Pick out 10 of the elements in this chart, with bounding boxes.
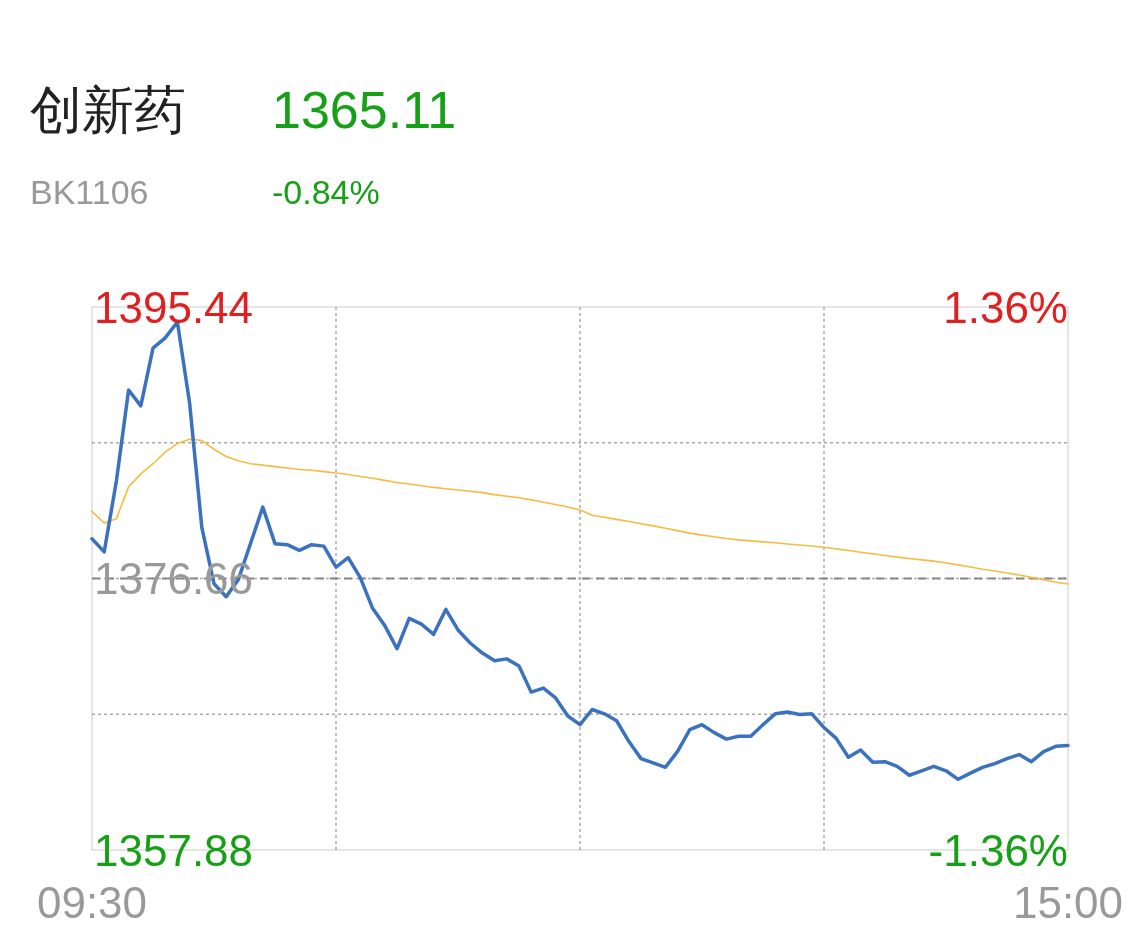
ytick: 1395.44 bbox=[94, 282, 254, 332]
annotation: -0.84% bbox=[272, 173, 380, 211]
xtick: 09:30 bbox=[36, 878, 148, 927]
annotation: 1365.11 bbox=[272, 81, 457, 139]
y2tick: 1.36% bbox=[943, 282, 1068, 332]
subtitle: BK1106 bbox=[30, 173, 149, 211]
xtick: 15:00 bbox=[1012, 878, 1124, 927]
ytick: 1357.88 bbox=[94, 825, 254, 875]
y2tick: -1.36% bbox=[928, 825, 1068, 875]
title: 创新药 bbox=[30, 81, 186, 139]
